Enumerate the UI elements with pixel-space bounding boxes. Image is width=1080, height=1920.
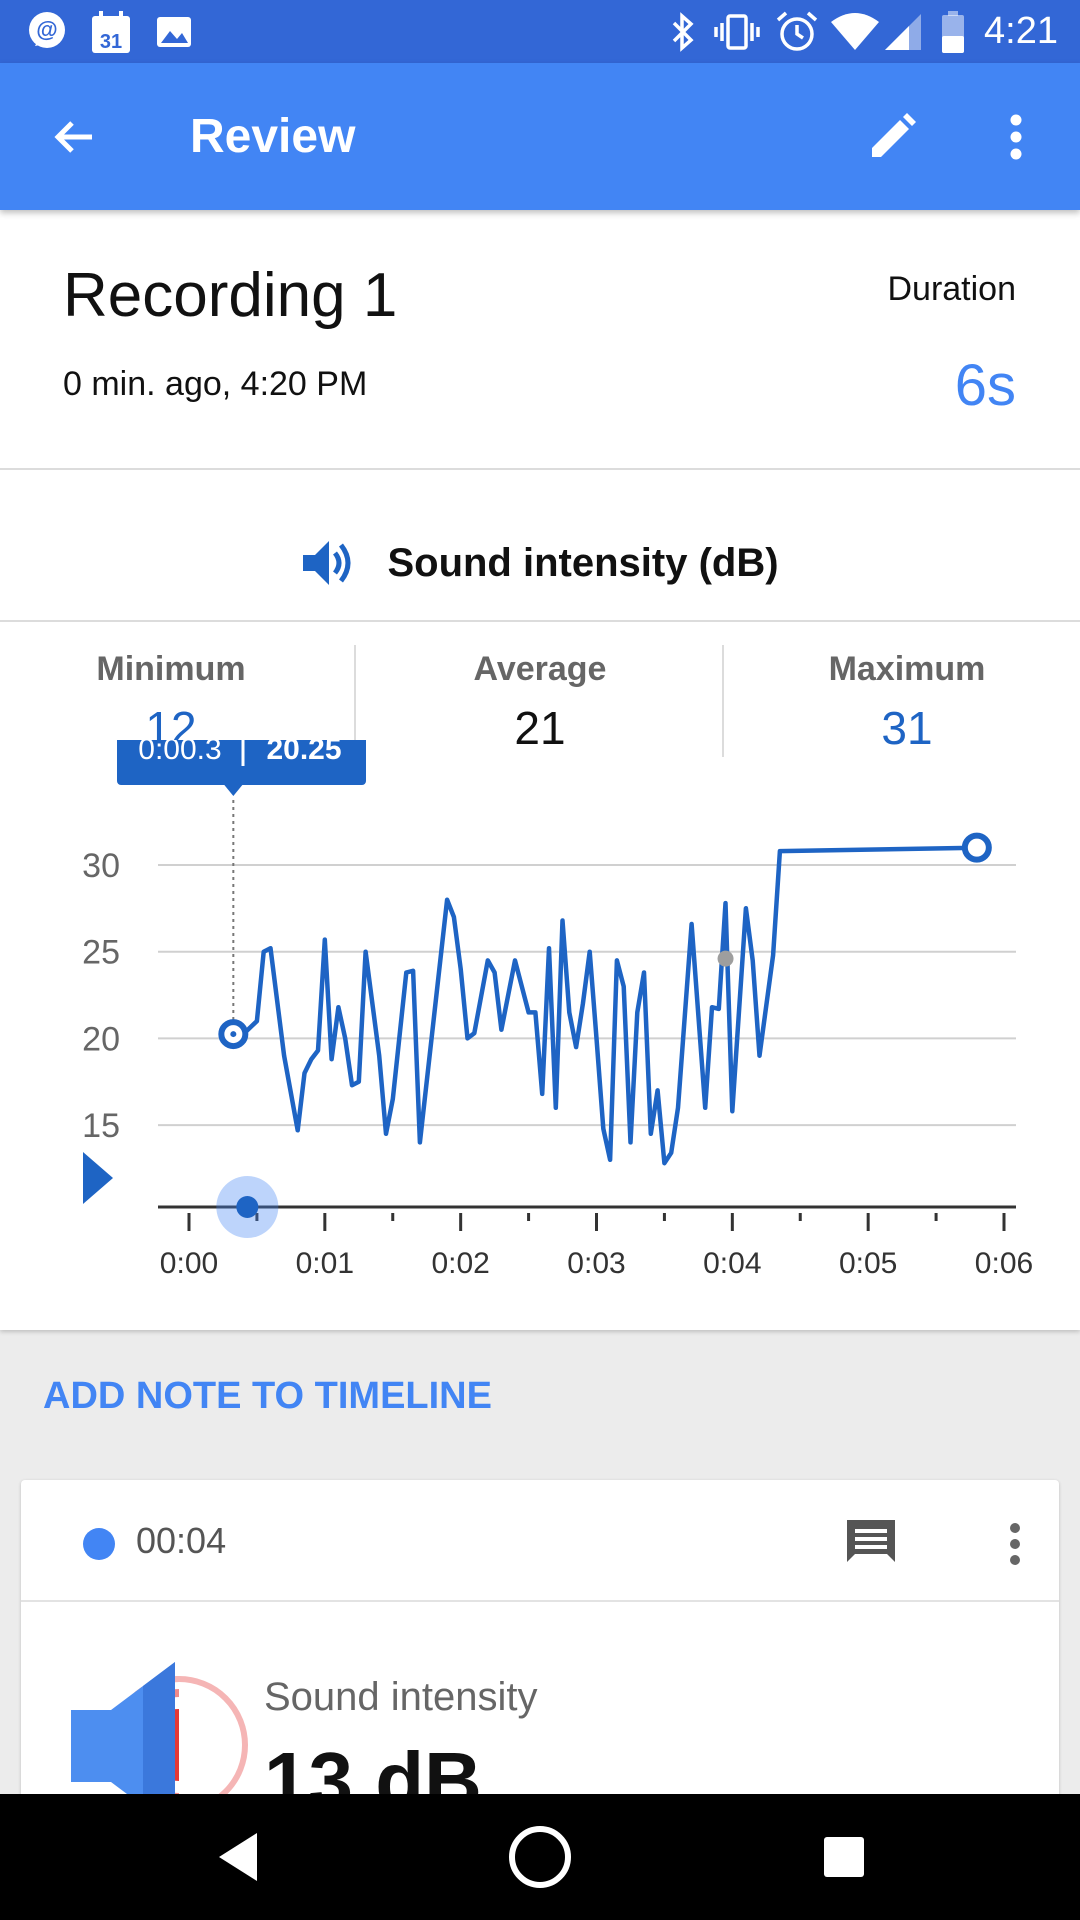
y-tick-label: 30 [82,847,120,885]
stat-minimum-label: Minimum [96,650,246,688]
playback-scrubber-dot [236,1196,259,1218]
y-tick-label: 15 [82,1107,120,1145]
svg-text:31: 31 [100,31,122,53]
tooltip-pointer [224,785,243,796]
status-bar: @ 31 4:21 [0,0,1080,63]
stat-maximum: Maximum 31 [727,640,1080,755]
more-options-icon[interactable] [982,103,1050,171]
stat-average-label: Average [473,650,607,688]
series-end-marker [961,832,992,863]
recording-card: Recording 1 0 min. ago, 4:20 PM Duration… [0,210,1080,1330]
divider [0,468,1080,470]
series-line [241,845,977,1166]
svg-text:@: @ [36,17,57,42]
nav-recents-icon[interactable] [806,1819,882,1895]
navigation-bar [0,1794,1080,1920]
at-sign-notification-icon: @ [24,0,70,63]
stat-minimum: Minimum 12 [0,640,351,755]
tooltip-time: 0:00.3 [138,740,221,766]
divider [0,620,1080,622]
stat-average: Average 21 [360,640,720,755]
stat-maximum-label: Maximum [828,650,986,688]
note-more-options-icon[interactable] [983,1512,1047,1576]
bluetooth-icon [665,0,701,63]
sound-intensity-chart[interactable]: 15 20 25 30 0:00 0:01 0:02 0:03 0:04 0:05 0:06 0:… [0,740,1080,1300]
x-tick-label: 0:06 [975,1247,1033,1280]
sensor-label: Sound intensity (dB) [387,540,779,585]
app-bar: Review [0,63,1080,210]
stats-row: Minimum 12 Average 21 Maximum 31 [0,640,1080,760]
play-icon[interactable] [83,1152,113,1204]
nav-home-icon[interactable] [502,1819,578,1895]
note-divider [21,1600,1059,1602]
alarm-icon [774,0,820,63]
comment-icon[interactable] [841,1512,905,1576]
duration-value: 6s [954,353,1016,418]
sensor-header: Sound intensity (dB) [0,498,1080,628]
stat-maximum-value: 31 [881,702,933,754]
chart-overlay: 0:00.3 20.25 [117,740,366,1050]
x-tick-label: 0:03 [567,1247,625,1280]
recording-subtitle: 0 min. ago, 4:20 PM [63,365,368,403]
y-tick-label: 25 [82,934,120,972]
y-axis-ticks: 15 20 25 30 [82,847,120,1145]
chart-grid [158,864,1016,1127]
x-tick-label: 0:05 [839,1247,897,1280]
speaker-icon [301,533,361,593]
back-arrow-icon[interactable] [40,103,108,171]
wifi-icon [828,0,882,63]
x-tick-label: 0:00 [160,1247,218,1280]
tooltip-value: 20.25 [266,740,341,766]
chart-series [241,832,992,1166]
signal-icon [882,0,924,63]
vibrate-icon [712,0,762,63]
timeline-dot [83,1528,115,1560]
battery-icon [938,0,968,63]
y-tick-label: 20 [82,1020,120,1058]
add-note-button[interactable]: ADD NOTE TO TIMELINE [43,1375,492,1417]
note-sensor-label: Sound intensity [264,1675,538,1719]
page-title: Review [190,110,356,163]
status-time: 4:21 [984,10,1058,52]
stat-separator [722,645,724,757]
stat-separator [354,645,356,757]
calendar-icon: 31 [90,0,132,63]
cursor-marker-center [230,1031,237,1038]
x-tick-label: 0:04 [703,1247,761,1280]
stat-average-value: 21 [514,702,566,754]
note-timestamp: 00:04 [136,1520,227,1561]
duration-label: Duration [887,270,1016,308]
x-tick-label: 0:02 [431,1247,489,1280]
image-icon [154,0,194,63]
recording-title: Recording 1 [63,261,398,330]
x-tick-label: 0:01 [296,1247,354,1280]
edit-pencil-icon[interactable] [858,103,926,171]
note-marker [717,950,734,967]
x-axis: 0:00 0:01 0:02 0:03 0:04 0:05 0:06 [83,1152,1033,1280]
nav-back-icon[interactable] [200,1819,276,1895]
